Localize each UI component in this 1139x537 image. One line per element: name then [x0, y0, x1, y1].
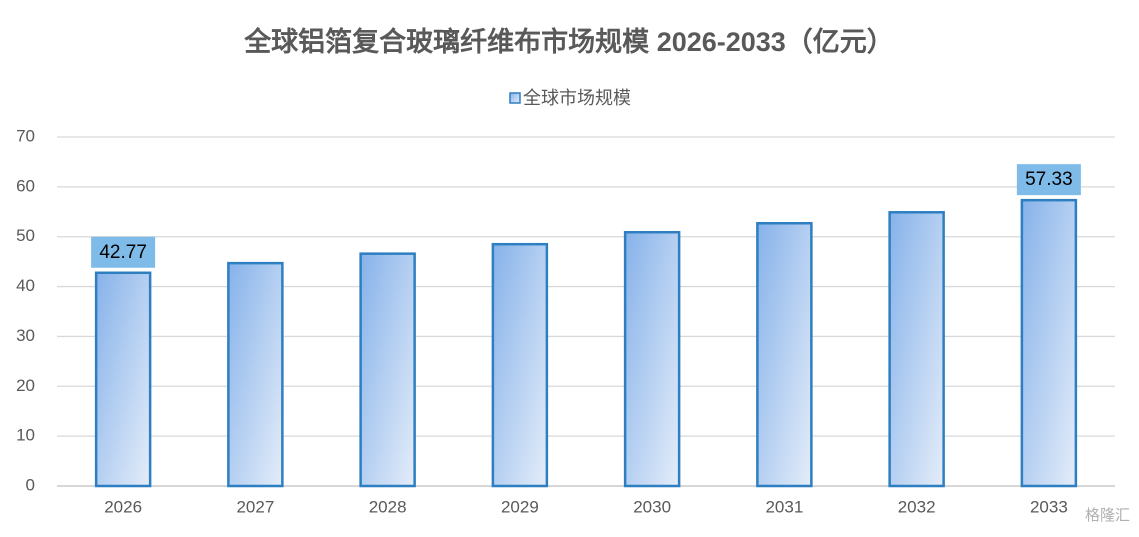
- value-label-box: [91, 236, 156, 268]
- bar: [1020, 198, 1078, 488]
- x-tick-label: 2029: [501, 497, 539, 516]
- y-tick-label: 70: [16, 126, 35, 145]
- x-tick-label: 2033: [1030, 497, 1068, 516]
- bar: [227, 261, 284, 488]
- x-tick-label: 2027: [236, 497, 274, 516]
- bar: [756, 222, 813, 488]
- legend-swatch: [509, 92, 521, 104]
- value-label: 57.33: [1025, 169, 1073, 190]
- legend-label: 全球市场规模: [523, 88, 631, 108]
- x-tick-label: 2026: [104, 497, 142, 516]
- y-tick-label: 0: [26, 475, 35, 494]
- y-tick-label: 30: [16, 326, 35, 345]
- bar: [623, 230, 681, 488]
- y-tick-label: 60: [16, 176, 35, 195]
- bar: [888, 211, 945, 488]
- x-tick-label: 2030: [633, 497, 671, 516]
- x-tick-label: 2031: [765, 497, 803, 516]
- value-label: 42.77: [99, 242, 147, 263]
- value-label-box: [1016, 164, 1081, 196]
- bar: [491, 242, 549, 488]
- chart-title: 全球铝箔复合玻璃纤维布市场规模 2026-2033（亿元）: [243, 26, 894, 57]
- y-tick-label: 20: [16, 376, 35, 395]
- bar: [359, 252, 416, 488]
- watermark: 格隆汇: [1085, 507, 1130, 524]
- y-tick-label: 50: [16, 226, 35, 245]
- x-tick-label: 2028: [369, 497, 407, 516]
- x-tick-label: 2032: [898, 497, 936, 516]
- y-tick-label: 10: [16, 426, 35, 445]
- bar: [94, 271, 152, 488]
- y-tick-label: 40: [16, 276, 35, 295]
